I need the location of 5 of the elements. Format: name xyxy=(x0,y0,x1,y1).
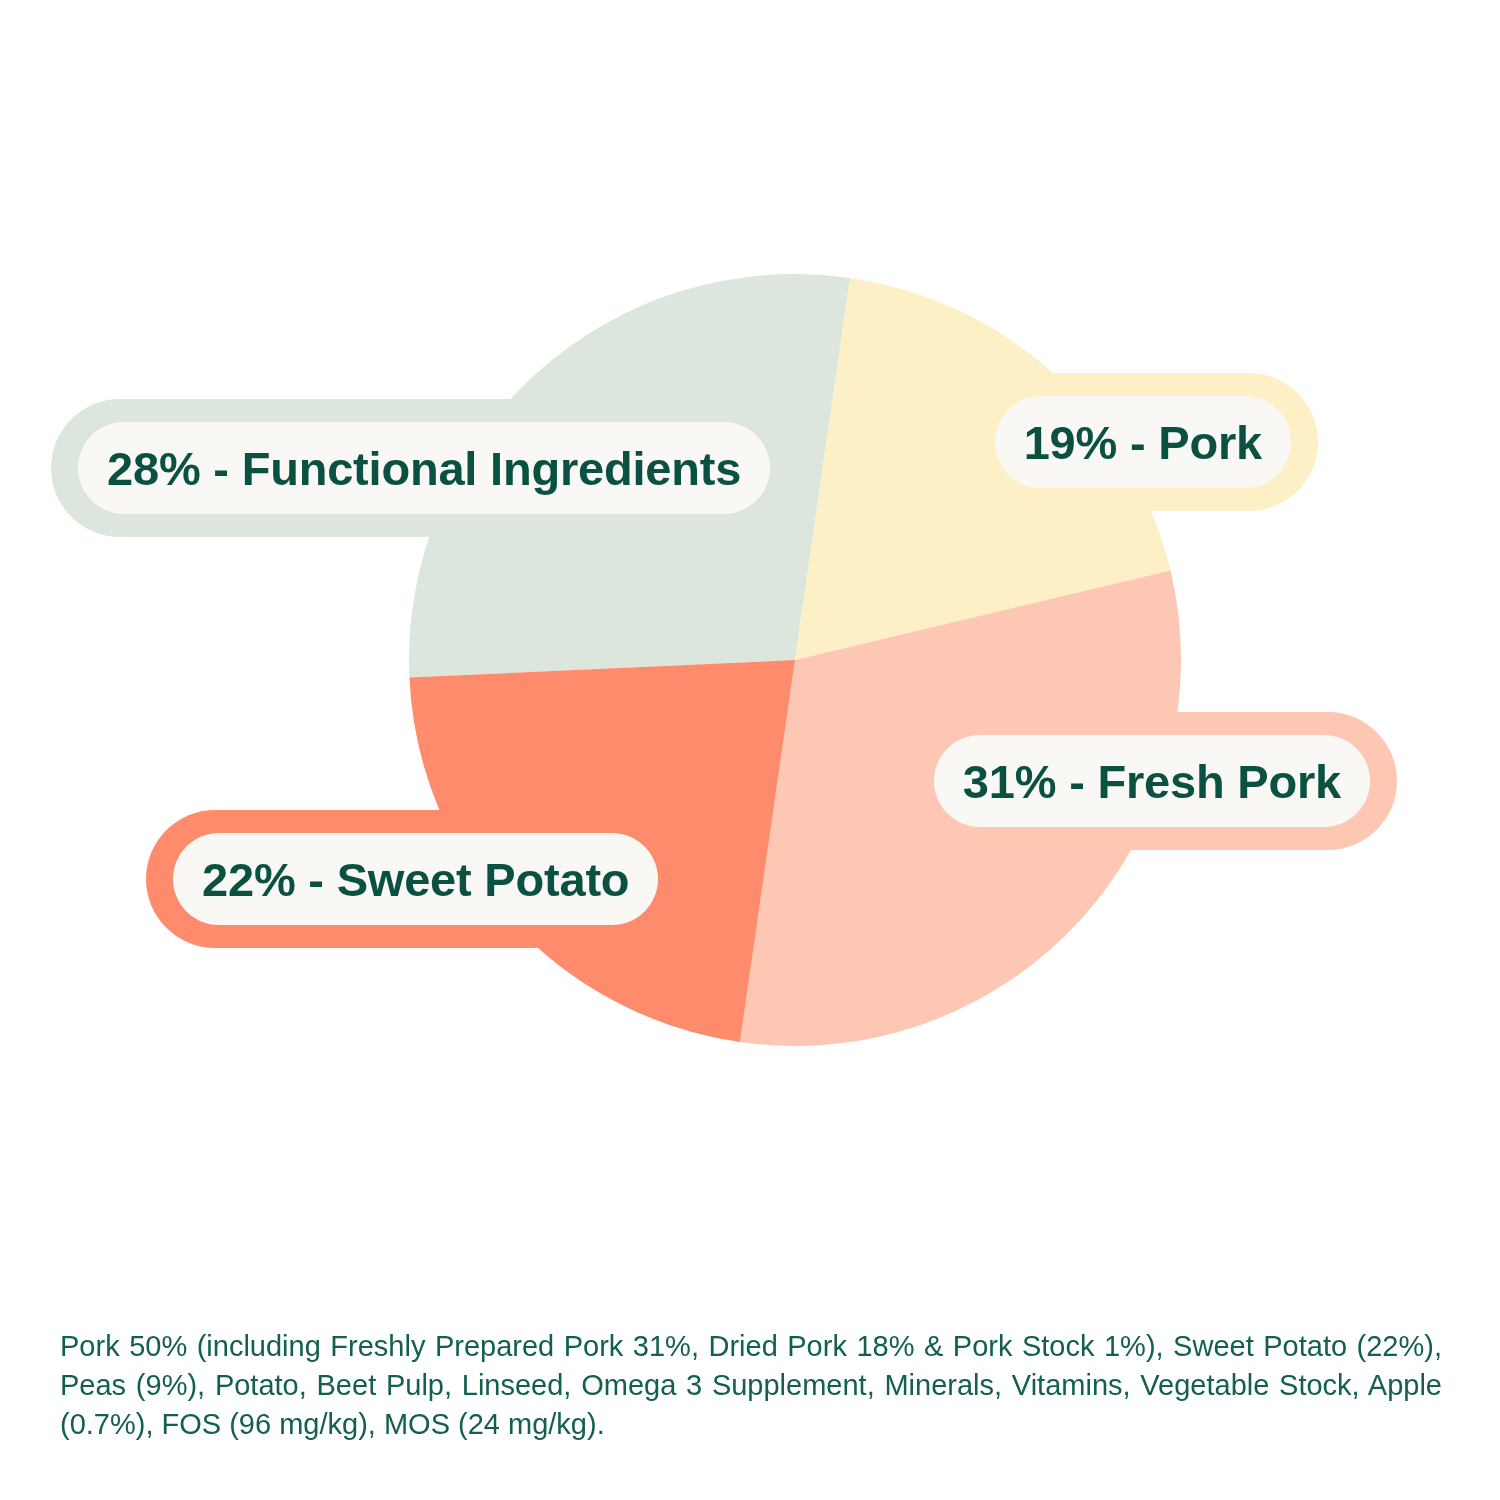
slice-label: 19% - Pork xyxy=(1023,414,1262,470)
text: Pork 50% (including Freshly Prepared Pork 31%, Dried Pork 18% & Pork Stock 1%), Sweet Potato (22%), Peas (9%), Potato, Beet Pulp, Linseed, Omega 3 Supplement, Minerals, Vitamins, Vegetable Stock, Apple (0.7%), FOS (96 mg/kg), MOS (24 mg/kg). xyxy=(60,1329,1442,1442)
slice-label: 28% - Functional Ingredients xyxy=(107,440,742,496)
slice-label: 22% - Sweet Potato xyxy=(202,851,630,907)
slice-label: 31% - Fresh Pork xyxy=(962,753,1341,809)
